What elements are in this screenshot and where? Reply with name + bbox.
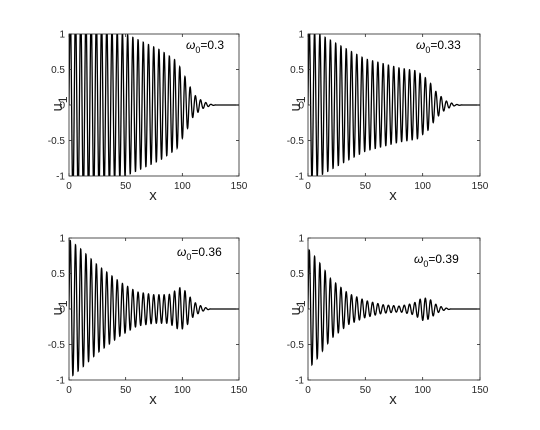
series-line: [308, 248, 480, 367]
y-tick-label: -1: [56, 172, 65, 183]
panel-2: 0 50 100 150 -1 -0.5 0 0.5 1 x u1 ω0=0.33: [287, 30, 489, 205]
y-tick-label: 0.5: [290, 269, 304, 280]
y-tick-label: -0.5: [287, 340, 305, 351]
x-tick-label: 50: [120, 181, 132, 192]
x-tick-label: 50: [360, 181, 372, 192]
y-tick-label: 0: [298, 101, 304, 112]
y-tick-label: 1: [298, 30, 304, 41]
y-tick-label: 0: [59, 101, 65, 112]
y-tick-label: 1: [298, 234, 304, 245]
y-tick-label: 0: [59, 305, 65, 316]
x-axis-label: x: [149, 187, 157, 204]
y-tick-label: -0.5: [287, 136, 305, 147]
y-axis-label: u1: [287, 300, 308, 315]
y-tick-label: -1: [295, 376, 304, 387]
y-tick-label: 1: [59, 234, 65, 245]
x-tick-label: 100: [174, 181, 191, 192]
x-tick-label: 100: [174, 385, 191, 396]
x-tick-label: 50: [120, 385, 132, 396]
series-line: [69, 34, 239, 176]
panel-3: 0 50 100 150 -1 -0.5 0 0.5 1 x u1 ω0=0.36: [48, 234, 248, 409]
y-axis-label: u1: [287, 96, 308, 111]
x-tick-label: 0: [66, 181, 72, 192]
x-axis-label: x: [149, 391, 157, 408]
y-axis-label: u1: [49, 96, 70, 111]
x-tick-label: 100: [414, 181, 431, 192]
omega-annotation: ω0=0.3: [186, 38, 224, 55]
y-tick-label: -1: [56, 376, 65, 387]
x-axis-label: x: [389, 391, 397, 408]
series-line: [69, 239, 239, 377]
x-tick-label: 0: [305, 181, 311, 192]
y-tick-label: 1: [59, 30, 65, 41]
y-tick-label: 0: [298, 305, 304, 316]
series-line: [308, 34, 480, 176]
x-axis-label: x: [389, 187, 397, 204]
omega-annotation: ω0=0.39: [414, 252, 459, 269]
y-tick-label: -0.5: [48, 340, 66, 351]
y-tick-label: 0.5: [290, 65, 304, 76]
y-tick-label: -1: [295, 172, 304, 183]
omega-annotation: ω0=0.36: [177, 245, 222, 262]
x-tick-label: 150: [472, 385, 489, 396]
y-tick-label: 0.5: [51, 65, 65, 76]
panel-4: 0 50 100 150 -1 -0.5 0 0.5 1 x u1 ω0=0.39: [287, 234, 489, 409]
panel-1: 0 50 100 150 -1 -0.5 0 0.5 1 x u1 ω0=0.3: [48, 30, 248, 205]
y-tick-label: -0.5: [48, 136, 66, 147]
y-axis-label: u1: [49, 300, 70, 315]
x-tick-label: 150: [231, 385, 248, 396]
x-tick-label: 150: [231, 181, 248, 192]
y-tick-label: 0.5: [51, 269, 65, 280]
x-tick-label: 150: [472, 181, 489, 192]
x-tick-label: 0: [66, 385, 72, 396]
x-tick-label: 50: [360, 385, 372, 396]
x-tick-label: 100: [414, 385, 431, 396]
x-tick-label: 0: [305, 385, 311, 396]
omega-annotation: ω0=0.33: [416, 38, 461, 55]
